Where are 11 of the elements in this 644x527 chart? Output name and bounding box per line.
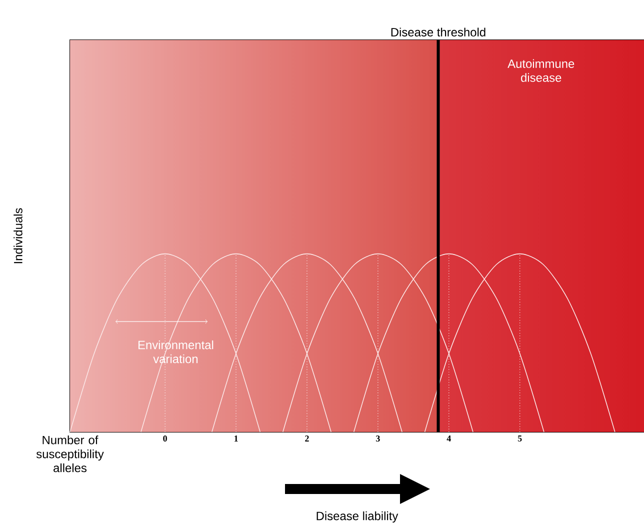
ref-line-label: Disease threshold: [391, 28, 486, 36]
text: Number of susceptibility alleles: [36, 436, 104, 472]
text: Disease liability: [316, 511, 398, 523]
x-tick-label: 3: [376, 436, 380, 442]
x-tick-label: 4: [446, 436, 451, 442]
x-tick-label: 0: [163, 436, 167, 442]
y-axis-title: Individuals: [14, 208, 22, 264]
band-label: Autoimmune disease: [508, 59, 574, 82]
x-tick-label: 1: [234, 436, 238, 442]
x-tick-label: 5: [518, 436, 522, 442]
x-tick-label: 2: [305, 436, 309, 442]
